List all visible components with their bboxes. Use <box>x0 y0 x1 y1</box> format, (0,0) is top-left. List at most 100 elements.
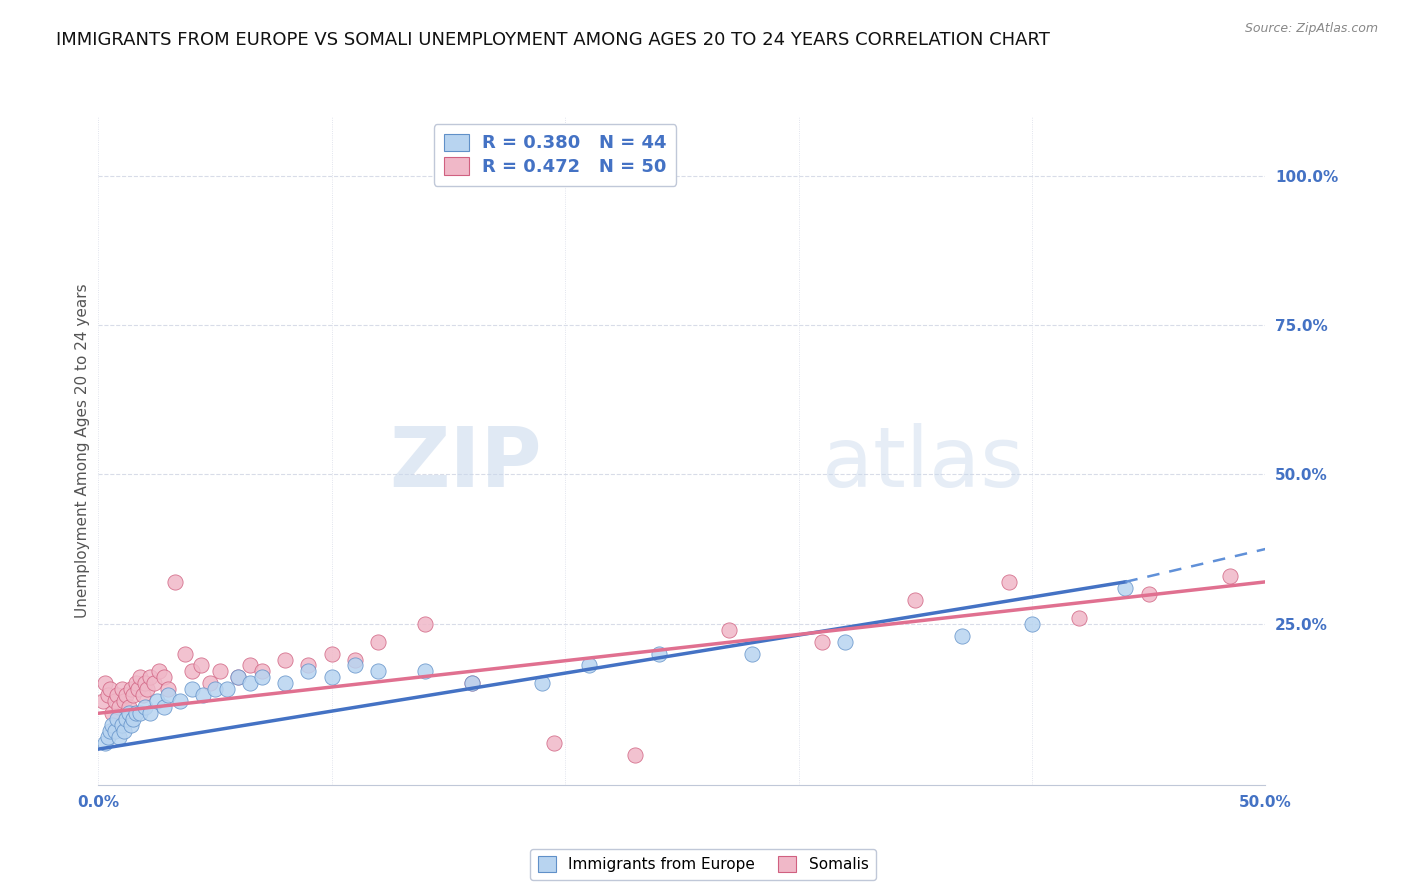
Point <box>1137 587 1160 601</box>
Point <box>741 647 763 661</box>
Point <box>127 682 149 697</box>
Text: Source: ZipAtlas.com: Source: ZipAtlas.com <box>1244 22 1378 36</box>
Point <box>98 724 121 739</box>
Point <box>112 724 135 739</box>
Text: atlas: atlas <box>823 424 1024 504</box>
Point <box>111 718 134 732</box>
Point <box>193 689 215 703</box>
Point <box>112 694 135 708</box>
Point <box>132 689 155 703</box>
Point <box>129 706 152 721</box>
Point <box>180 682 202 697</box>
Point <box>134 700 156 714</box>
Point <box>228 670 250 684</box>
Point <box>152 700 174 714</box>
Point <box>717 623 740 637</box>
Point <box>152 670 174 684</box>
Point <box>239 658 262 673</box>
Point <box>104 694 127 708</box>
Point <box>115 689 138 703</box>
Point <box>125 676 148 690</box>
Point <box>215 682 238 697</box>
Point <box>157 689 180 703</box>
Point <box>904 592 927 607</box>
Point <box>125 706 148 721</box>
Point <box>122 689 145 703</box>
Point <box>173 647 195 661</box>
Point <box>250 670 273 684</box>
Point <box>139 670 162 684</box>
Point <box>239 676 262 690</box>
Point <box>208 665 231 679</box>
Point <box>413 665 436 679</box>
Point <box>321 647 343 661</box>
Point <box>118 706 141 721</box>
Point <box>344 658 367 673</box>
Point <box>1114 581 1136 595</box>
Point <box>165 574 187 589</box>
Point <box>530 676 553 690</box>
Point <box>105 712 128 726</box>
Point <box>120 718 142 732</box>
Point <box>104 724 127 739</box>
Point <box>118 700 141 714</box>
Point <box>200 676 222 690</box>
Point <box>139 706 162 721</box>
Legend: Immigrants from Europe, Somalis: Immigrants from Europe, Somalis <box>530 848 876 880</box>
Point <box>169 694 191 708</box>
Point <box>367 665 389 679</box>
Point <box>180 665 202 679</box>
Point <box>624 748 647 763</box>
Point <box>1021 616 1043 631</box>
Point <box>997 574 1019 589</box>
Text: ZIP: ZIP <box>389 424 541 504</box>
Point <box>204 682 226 697</box>
Point <box>274 676 297 690</box>
Point <box>115 712 138 726</box>
Point <box>120 682 142 697</box>
Point <box>297 658 319 673</box>
Point <box>111 682 134 697</box>
Point <box>344 652 367 666</box>
Point <box>647 647 669 661</box>
Point <box>129 670 152 684</box>
Point <box>274 652 297 666</box>
Point <box>105 689 128 703</box>
Point <box>91 694 114 708</box>
Point <box>578 658 600 673</box>
Point <box>101 706 124 721</box>
Point <box>98 682 121 697</box>
Point <box>811 634 834 648</box>
Point <box>146 694 169 708</box>
Point <box>461 676 484 690</box>
Point <box>297 665 319 679</box>
Y-axis label: Unemployment Among Ages 20 to 24 years: Unemployment Among Ages 20 to 24 years <box>75 283 90 618</box>
Point <box>190 658 212 673</box>
Point <box>228 670 250 684</box>
Point <box>321 670 343 684</box>
Point <box>134 676 156 690</box>
Point <box>97 689 120 703</box>
Point <box>97 730 120 744</box>
Point <box>250 665 273 679</box>
Point <box>834 634 856 648</box>
Point <box>413 616 436 631</box>
Point <box>148 665 170 679</box>
Point <box>1067 611 1090 625</box>
Point <box>108 730 131 744</box>
Point <box>157 682 180 697</box>
Point <box>143 676 166 690</box>
Point <box>101 718 124 732</box>
Point <box>461 676 484 690</box>
Point <box>94 676 117 690</box>
Point <box>1219 569 1241 583</box>
Legend: R = 0.380   N = 44, R = 0.472   N = 50: R = 0.380 N = 44, R = 0.472 N = 50 <box>433 124 676 186</box>
Point <box>94 736 117 750</box>
Text: IMMIGRANTS FROM EUROPE VS SOMALI UNEMPLOYMENT AMONG AGES 20 TO 24 YEARS CORRELAT: IMMIGRANTS FROM EUROPE VS SOMALI UNEMPLO… <box>56 31 1050 49</box>
Point <box>950 629 973 643</box>
Point <box>367 634 389 648</box>
Point <box>122 712 145 726</box>
Point <box>543 736 565 750</box>
Point <box>108 700 131 714</box>
Point <box>136 682 159 697</box>
